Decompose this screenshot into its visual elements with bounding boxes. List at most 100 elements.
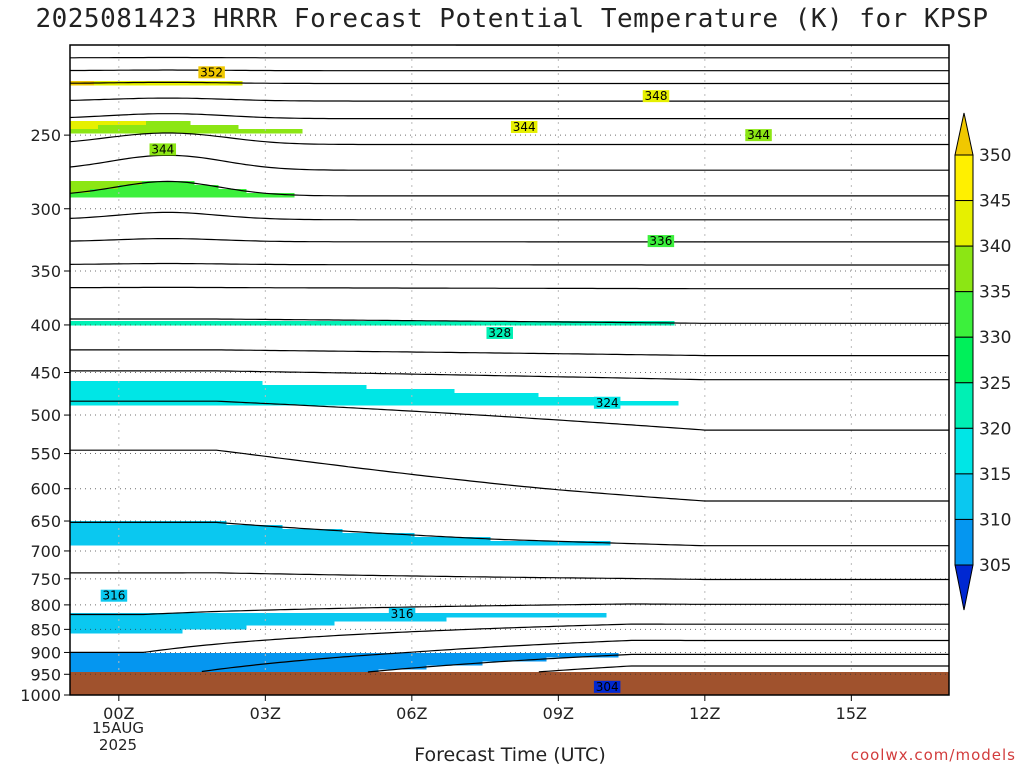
colorbar-band [954,473,974,520]
y-tick-label: 650 [30,512,61,531]
x-tick-label: 12Z [689,704,720,723]
y-tick-label: 900 [30,643,61,662]
fill-band [70,613,607,618]
contour-label-text: 344 [513,120,536,134]
fill-band [70,525,283,530]
fill-band [90,189,247,194]
colorbar-band [954,291,974,338]
site-credit: coolwx.com/models [850,746,1016,764]
contour-label-bg [486,326,513,339]
isentrope-344 [70,132,949,146]
contour-label-316: 316 [388,607,416,621]
fill-band [70,181,143,186]
contour-label-text: 304 [596,680,619,694]
isentrope-326 [70,370,949,381]
y-tick-label: 700 [30,542,61,561]
plot-frame [69,44,950,696]
y-tick-label: 550 [30,445,61,464]
y-tick-label: 500 [30,406,61,425]
fill-band [70,669,379,674]
contour-label-352: 352 [198,65,225,79]
fill-band [70,665,427,670]
fill-band [70,385,367,390]
contour-label-344: 344 [745,128,772,142]
contour-label-bg [388,607,416,620]
isentrope-330 [70,318,949,324]
contour-label-bg [593,680,621,693]
y-tick-label: 400 [30,316,61,335]
fill-band [70,321,675,326]
isentrope-320 [70,521,949,547]
fill-band [70,617,447,622]
colorbar-label: 330 [979,328,1011,348]
isentrope-342 [70,154,949,171]
contour-label-bg [149,143,177,156]
fill-band [70,389,455,394]
fill-band [70,121,147,126]
x-tick-label: 09Z [543,704,574,723]
isentrope-324 [70,400,949,431]
contour-label-344: 344 [149,142,177,156]
contour-label-336: 336 [647,234,675,248]
fill-band [142,181,195,186]
fill-band [70,397,611,402]
y-tick-label: 750 [30,570,61,589]
contour-label-bg [510,120,538,133]
fill-band [70,129,303,134]
colorbar-band [954,382,974,429]
colorbar-band [954,336,974,384]
contour-label-bg [593,396,621,409]
colorbar-label: 340 [979,237,1011,257]
fill-band [70,629,183,634]
contour-label-text: 344 [151,142,174,156]
y-tick-label: 300 [30,200,61,219]
isentrope-310 [367,653,949,673]
isentrope-350 [70,81,949,85]
contour-label-text: 336 [649,234,672,248]
y-tick-label: 600 [30,480,61,499]
date-year: 2025 [98,736,138,754]
colorbar-above-arrow [954,112,974,156]
fill-band [70,521,227,526]
x-axis-label: Forecast Time (UTC) [414,744,606,766]
x-tick-label: 06Z [396,704,427,723]
isentrope-316 [70,603,949,616]
fill-band [146,121,191,126]
contour-label-bg [642,90,670,103]
y-tick-label: 850 [30,620,61,639]
fill-band [70,541,611,546]
fill-band [70,401,679,406]
y-tick-label: 450 [30,364,61,383]
ground-surface [70,672,949,695]
isentrope-336 [70,238,949,243]
contour-label-344: 344 [510,120,538,134]
isentrope-308 [538,665,949,673]
colorbar-label: 315 [979,465,1011,485]
contour-label-text: 352 [200,65,223,79]
contour-label-text: 348 [645,89,668,103]
isentrope-318 [70,572,949,581]
fill-band [70,625,247,630]
contour-label-bg [198,66,225,79]
fill-band [118,185,219,190]
contour-label-328: 328 [486,326,513,340]
colorbar-label: 305 [979,556,1011,576]
date-day: 15AUG [92,719,144,737]
y-tick-label: 1000 [20,686,61,705]
colorbar-label: 310 [979,510,1011,530]
x-tick-label: 15Z [836,704,867,723]
fill-band [70,393,539,398]
date-label: 15AUG 2025 [88,720,148,754]
fill-band [94,81,243,86]
colorbar-label: 350 [979,146,1011,166]
colorbar-band [954,518,974,566]
isentrope-338 [70,211,949,221]
colorbar-label: 345 [979,192,1011,212]
isentrope-332 [70,286,949,290]
isentrope-340 [70,180,949,197]
isentrope-348 [70,97,949,102]
fill-band [70,537,491,542]
fill-band [70,125,99,130]
x-tick-label: 00Z [103,704,134,723]
